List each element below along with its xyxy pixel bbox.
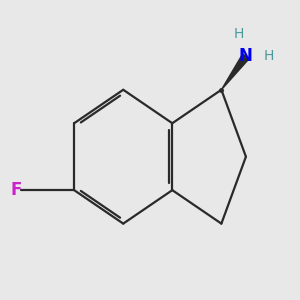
Text: H: H [264,49,274,63]
Text: F: F [11,181,22,199]
Text: N: N [239,47,253,65]
Polygon shape [221,54,249,90]
Text: H: H [234,27,244,41]
